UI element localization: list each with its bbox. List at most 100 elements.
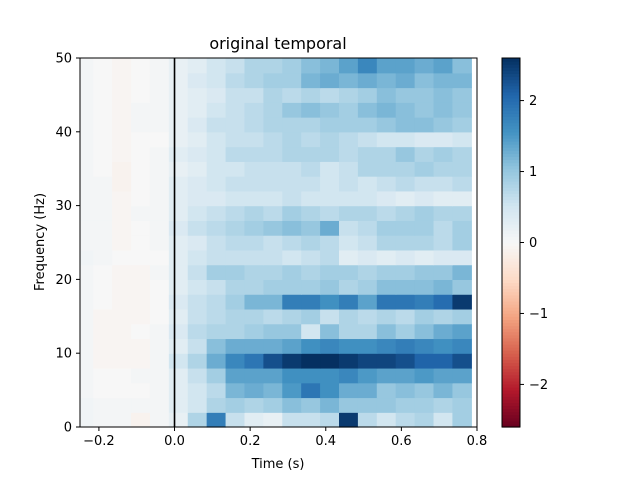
heatmap-cell xyxy=(301,161,321,177)
heatmap-cell xyxy=(263,235,283,251)
heatmap-cell xyxy=(433,131,454,148)
plot-frame xyxy=(79,57,478,428)
heatmap-cell xyxy=(206,235,227,251)
colorbar-segment xyxy=(502,264,520,268)
colorbar-segment xyxy=(502,334,520,339)
heatmap-cell xyxy=(414,353,435,369)
heatmap-cell xyxy=(80,87,94,103)
heatmap-cell xyxy=(168,323,189,340)
heatmap-cell xyxy=(225,397,246,413)
heatmap-cell xyxy=(244,367,264,384)
colorbar-segment xyxy=(502,402,520,407)
heatmap-cell xyxy=(395,397,416,413)
heatmap-cell xyxy=(244,102,264,118)
colorbar-segment xyxy=(502,399,520,403)
heatmap-cell xyxy=(395,279,416,295)
colorbar-segment xyxy=(502,270,520,274)
colorbar-segment xyxy=(502,276,520,280)
heatmap-cell xyxy=(80,279,94,295)
heatmap-cell xyxy=(225,294,246,310)
heatmap-cell xyxy=(282,58,302,74)
colorbar-segment xyxy=(502,393,520,397)
heatmap-cell xyxy=(93,235,113,251)
heatmap-cell xyxy=(149,323,170,340)
heatmap-cell xyxy=(93,249,113,266)
heatmap-cell xyxy=(225,161,246,177)
colorbar-segment xyxy=(502,58,520,62)
colorbar-segment xyxy=(502,199,520,204)
heatmap-cell xyxy=(301,279,321,295)
heatmap-cell xyxy=(131,72,151,89)
heatmap-cell xyxy=(301,294,321,310)
heatmap-cell xyxy=(263,131,283,148)
heatmap-cell xyxy=(206,338,227,354)
heatmap-cell xyxy=(414,367,435,384)
heatmap-cell xyxy=(301,72,321,89)
heatmap-cell xyxy=(414,264,435,280)
heatmap-cell xyxy=(357,308,378,325)
colorbar-segment xyxy=(502,307,520,311)
heatmap-cell xyxy=(131,264,151,280)
heatmap-cell xyxy=(112,323,132,340)
heatmap-cell xyxy=(131,87,151,103)
heatmap-cell xyxy=(282,235,302,251)
heatmap-cell xyxy=(301,264,321,280)
heatmap-cell xyxy=(282,161,302,177)
heatmap-cell xyxy=(433,205,454,221)
colorbar-tick-label: −1 xyxy=(529,307,548,322)
heatmap-cell xyxy=(112,249,132,266)
heatmap-cell xyxy=(282,87,302,103)
heatmap-cell xyxy=(320,117,340,133)
heatmap-cell xyxy=(263,176,283,192)
heatmap-cell xyxy=(168,190,189,207)
heatmap-cell xyxy=(149,220,170,236)
heatmap-cell xyxy=(168,131,189,148)
heatmap-cell xyxy=(244,397,264,413)
heatmap-cell xyxy=(112,367,132,384)
heatmap-cell xyxy=(320,412,340,428)
heatmap-cell xyxy=(168,176,189,192)
heatmap-cell xyxy=(414,117,435,133)
colorbar-segment xyxy=(502,107,520,111)
heatmap-cell xyxy=(376,264,397,280)
heatmap-cell xyxy=(149,382,170,399)
heatmap-cell xyxy=(395,338,416,354)
heatmap-cell xyxy=(206,58,227,74)
heatmap-cell xyxy=(80,131,94,148)
heatmap-cell xyxy=(282,279,302,295)
heatmap-cell xyxy=(168,205,189,221)
heatmap-cell xyxy=(376,338,397,354)
heatmap-cell xyxy=(80,205,94,221)
heatmap-cell xyxy=(149,117,170,133)
heatmap-cell xyxy=(80,353,94,369)
heatmap-cell xyxy=(80,161,94,177)
heatmap-cell xyxy=(433,397,454,413)
heatmap-cell xyxy=(320,235,340,251)
heatmap-cell xyxy=(206,205,227,221)
heatmap-cell xyxy=(282,117,302,133)
heatmap-cell xyxy=(263,412,283,428)
colorbar-segment xyxy=(502,104,520,108)
heatmap-cell xyxy=(225,382,246,399)
heatmap-cell xyxy=(187,161,208,177)
colorbar-segment xyxy=(502,331,520,336)
colorbar-segment xyxy=(502,248,520,253)
colorbar-segment xyxy=(502,119,520,124)
heatmap-cell xyxy=(320,323,340,340)
heatmap-cell xyxy=(452,338,472,354)
heatmap-cell xyxy=(452,58,472,74)
heatmap-cell xyxy=(301,190,321,207)
heatmap-cell xyxy=(131,117,151,133)
heatmap-cell xyxy=(452,279,472,295)
heatmap-cell xyxy=(225,58,246,74)
heatmap-cell xyxy=(206,190,227,207)
heatmap-cell xyxy=(339,367,359,384)
heatmap-cell xyxy=(149,205,170,221)
colorbar-segment xyxy=(502,184,520,188)
heatmap-cell xyxy=(112,294,132,310)
heatmap-cell xyxy=(433,146,454,162)
colorbar-tick-label: 0 xyxy=(529,236,537,251)
heatmap-cell xyxy=(131,235,151,251)
heatmap-cell xyxy=(452,161,472,177)
heatmap-cell xyxy=(357,131,378,148)
